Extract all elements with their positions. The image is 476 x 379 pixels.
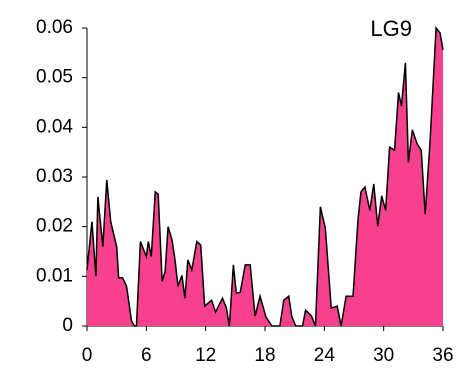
y-tick-label: 0.02 bbox=[36, 216, 73, 237]
y-tick-label: 0.04 bbox=[36, 116, 73, 137]
x-tick-label: 24 bbox=[314, 345, 336, 366]
x-tick-label: 12 bbox=[195, 345, 216, 366]
y-tick-label: 0 bbox=[62, 315, 73, 336]
area bbox=[87, 28, 443, 326]
x-tick-label: 30 bbox=[373, 345, 394, 366]
y-tick-label: 0.05 bbox=[36, 67, 73, 88]
x-tick-label: 18 bbox=[254, 345, 275, 366]
x-tick-label: 0 bbox=[82, 345, 93, 366]
annotation: LG9 bbox=[370, 16, 412, 41]
x-tick-label: 6 bbox=[141, 345, 152, 366]
line bbox=[86, 25, 444, 327]
y-tick-label: 0.03 bbox=[36, 166, 73, 187]
y-tick-label: 0.06 bbox=[36, 17, 73, 38]
y-tick-label: 0.01 bbox=[36, 265, 73, 286]
x-tick-label: 36 bbox=[432, 345, 453, 366]
